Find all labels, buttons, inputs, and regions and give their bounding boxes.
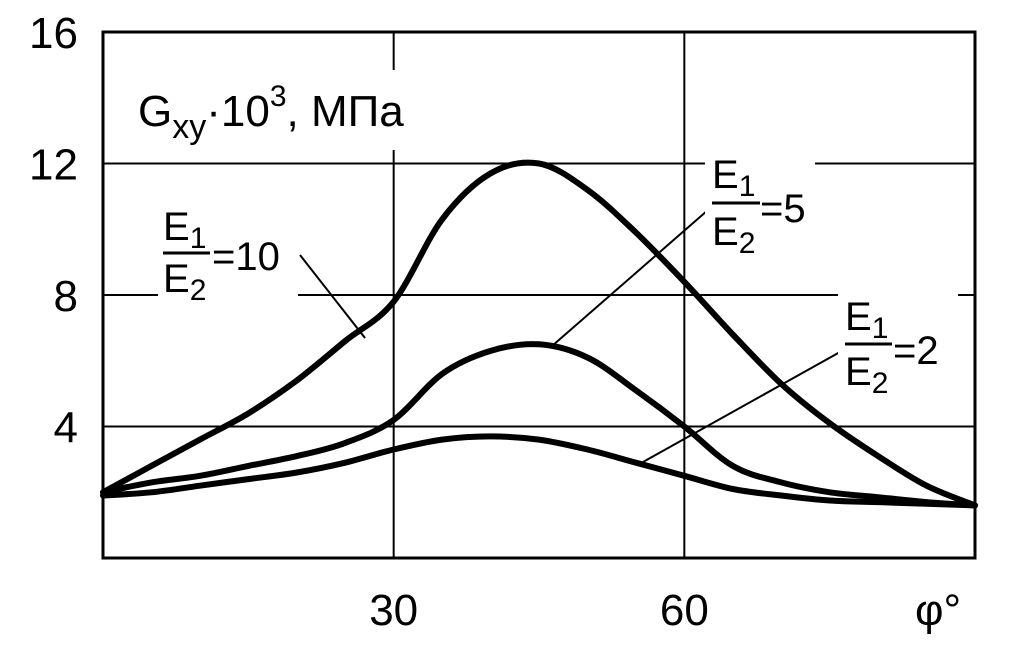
- leader-layer: [299, 209, 841, 463]
- x-tick-label-60: 60: [660, 586, 709, 635]
- series-label-2-backdrop: [838, 290, 958, 405]
- curve-layer: [100, 159, 978, 509]
- x-tick-label-30: 30: [369, 586, 418, 635]
- leader-line-10: [299, 254, 366, 339]
- y-tick-label-16: 16: [29, 9, 78, 58]
- series-line-2: [100, 433, 978, 509]
- series-label-5-eq: =5: [760, 187, 806, 231]
- y-tick-label-4: 4: [54, 404, 78, 453]
- series-label-10-num: E1: [163, 205, 206, 255]
- y-axis-label-sup: 3: [270, 80, 287, 113]
- series-label-5: E1 E2 =5: [705, 148, 815, 263]
- series-label-5-backdrop: [705, 148, 815, 263]
- series-label-2: E1 E2 =2: [838, 290, 958, 405]
- series-label-2-num: E1: [845, 295, 888, 345]
- y-axis-label-main: G: [138, 87, 172, 136]
- y-axis-label-unit: , МПа: [287, 87, 405, 136]
- series-label-2-den: E2: [845, 350, 888, 400]
- tick-layer: 30 60 4 8 12 16: [29, 9, 709, 635]
- series-label-5-den: E2: [712, 210, 755, 260]
- series-line-0: [100, 159, 978, 509]
- ylabel-backdrop: [130, 70, 440, 150]
- series-label-2-eq: =2: [893, 329, 939, 373]
- leader-line-2: [642, 351, 841, 463]
- series-label-10-backdrop: [158, 200, 298, 300]
- y-axis-label-sub: xy: [172, 108, 206, 146]
- x-axis-label: φ°: [915, 586, 961, 635]
- series-label-5-num: E1: [712, 153, 755, 203]
- leader-line-5: [551, 209, 709, 347]
- series-label-10-eq: =10: [212, 235, 280, 279]
- y-axis-label-mult: ·10: [206, 87, 270, 136]
- series-line-1: [100, 341, 978, 509]
- y-tick-label-12: 12: [29, 141, 78, 190]
- series-label-10-den: E2: [163, 257, 206, 307]
- series-label-10: E1 E2 =10: [158, 200, 298, 307]
- y-axis-label: Gxy·103, МПа: [138, 80, 404, 146]
- y-tick-label-8: 8: [54, 272, 78, 321]
